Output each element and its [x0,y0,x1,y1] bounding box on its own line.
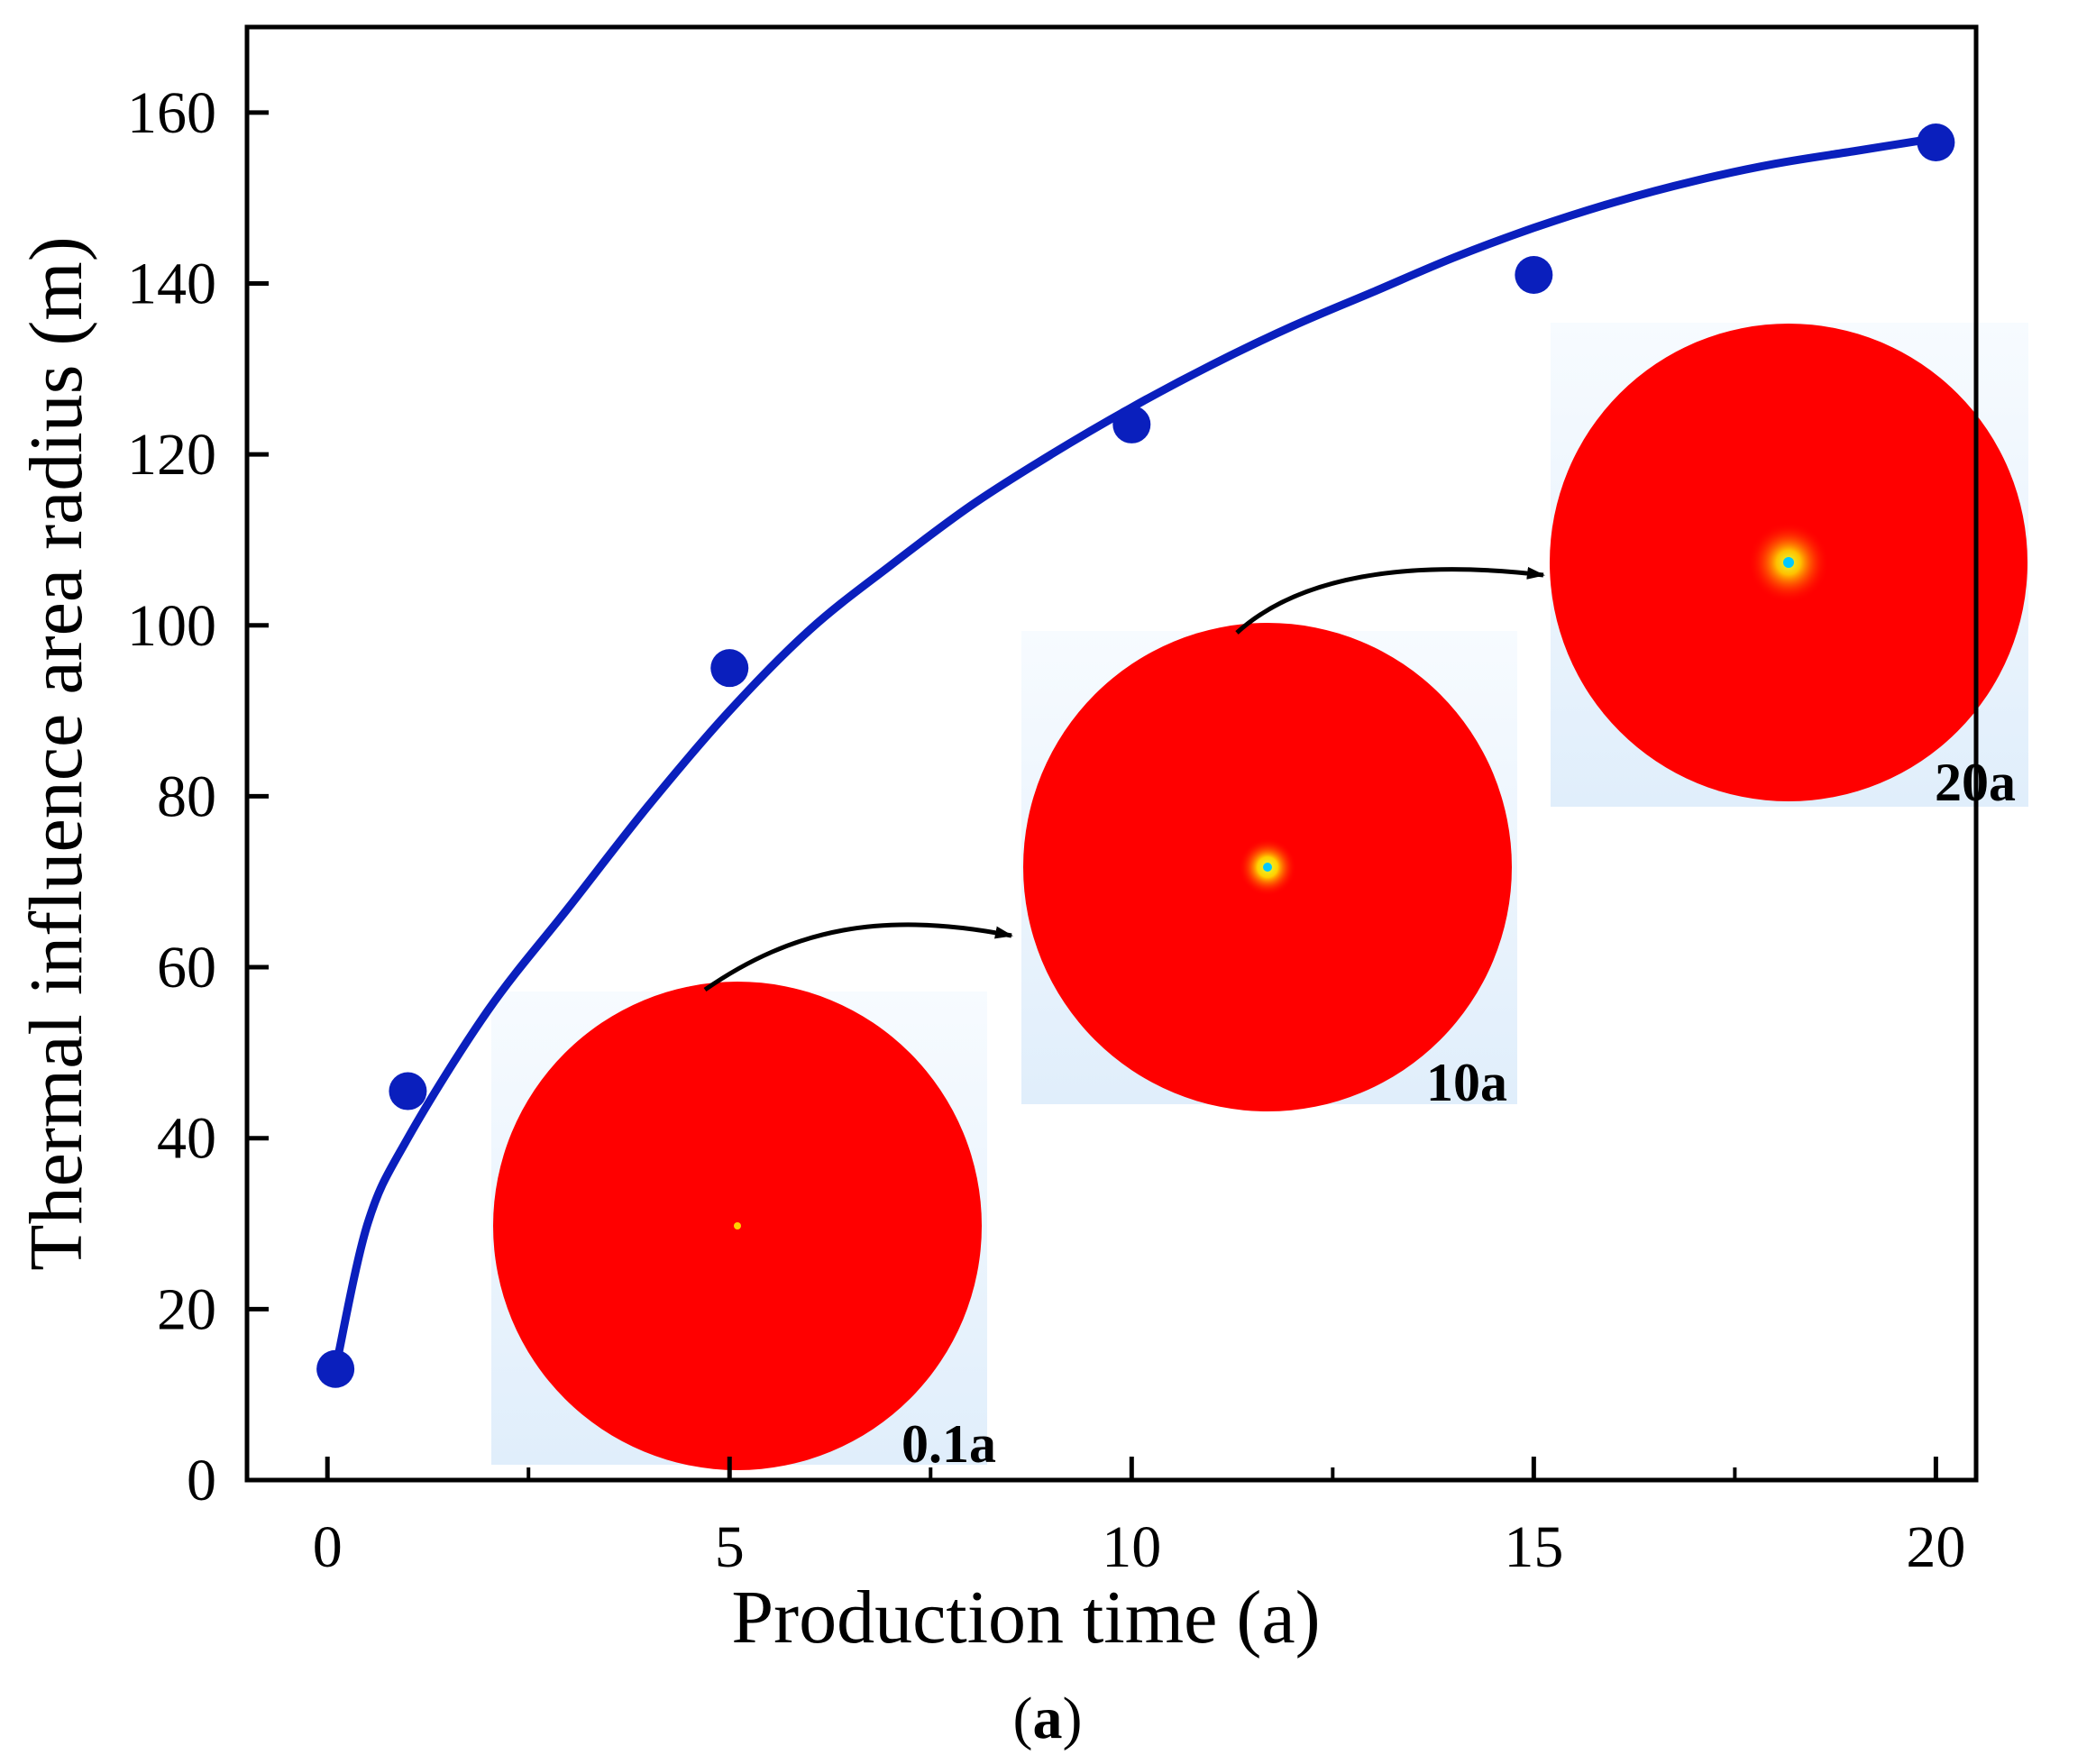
data-points [316,123,1955,1388]
y-tick-label-0: 0 [187,1448,216,1513]
plot-frame [244,24,1979,1483]
heat-maps-insets: 0.1a 10a 20a [491,323,2028,1474]
y-axis-ticks [247,110,269,1483]
panel-label: (a) [1013,1686,1083,1751]
y-tick-label-160: 160 [127,80,216,146]
arrow-10a-to-20a [1235,566,1545,635]
inset-20a: 20a [1550,323,2028,812]
y-tick-labels: 0 20 40 60 80 100 120 140 160 [127,80,216,1513]
inset-0-1a-label: 0.1a [902,1414,996,1474]
x-axis-title: Production time (a) [731,1576,1320,1659]
fitted-curve-line [331,133,1940,1374]
inset-10a: 10a [1021,623,1517,1112]
x-tick-label-5: 5 [715,1514,745,1580]
inset-0-1a: 0.1a [491,982,996,1474]
x-tick-label-15: 15 [1504,1514,1563,1580]
y-axis-title: Thermal influence area radius (m) [14,236,98,1270]
data-point-1 [389,1072,427,1110]
panel-label-letter: a [1033,1686,1063,1751]
data-point-20 [1917,123,1955,162]
y-tick-label-60: 60 [157,935,216,1001]
x-tick-label-20: 20 [1906,1514,1965,1580]
y-tick-label-40: 40 [157,1106,216,1172]
x-axis-ticks [325,1457,1938,1480]
data-point-0-1 [316,1349,355,1388]
x-tick-labels: 0 5 10 15 20 [313,1514,1966,1580]
y-tick-label-100: 100 [127,593,216,659]
data-point-15 [1515,255,1553,294]
y-tick-label-120: 120 [127,422,216,488]
inset-10a-core [1263,863,1272,872]
x-tick-label-0: 0 [313,1514,343,1580]
inset-20a-core [1783,557,1794,568]
y-tick-label-20: 20 [157,1276,216,1342]
data-point-5 [710,649,749,688]
y-tick-label-80: 80 [157,763,216,829]
arrow-0-1a-to-10a [703,922,1013,992]
inset-0-1a-core [734,1222,741,1229]
y-tick-label-140: 140 [127,251,216,316]
data-point-10 [1112,405,1151,443]
inset-10a-label: 10a [1426,1053,1507,1112]
x-tick-label-10: 10 [1102,1514,1161,1580]
